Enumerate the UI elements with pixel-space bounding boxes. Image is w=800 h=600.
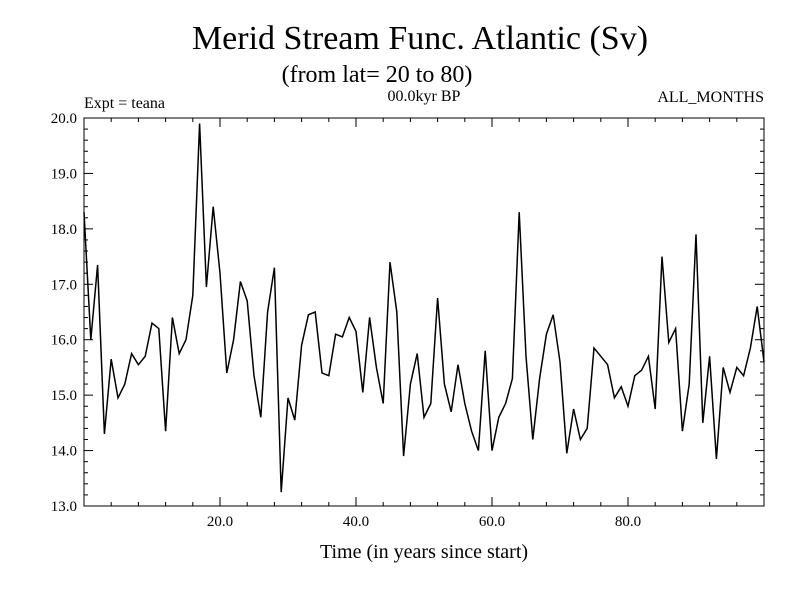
- x-tick-label: 20.0: [207, 514, 233, 530]
- x-tick-label: 40.0: [343, 514, 369, 530]
- y-tick-label: 16.0: [51, 333, 77, 349]
- y-tick-label: 15.0: [51, 388, 77, 404]
- series-line: [83, 123, 765, 493]
- plot-frame: [83, 117, 765, 507]
- x-tick-label: 80.0: [615, 514, 641, 530]
- y-tick-label: 13.0: [51, 499, 77, 515]
- y-tick-label: 20.0: [51, 111, 77, 127]
- x-axis-label: Time (in years since start): [320, 541, 528, 563]
- y-tick-label: 18.0: [51, 222, 77, 238]
- x-tick-labels: 20.0 40.0 60.0 80.0: [207, 514, 641, 530]
- expt-annotation: Expt = teana: [84, 95, 165, 112]
- chart-title: Merid Stream Func. Atlantic (Sv): [192, 20, 648, 57]
- x-tick-label: 60.0: [479, 514, 505, 530]
- period-annotation: 00.0kyr BP: [388, 88, 461, 105]
- axis-ticks: [84, 117, 764, 507]
- months-annotation: ALL_MONTHS: [657, 89, 764, 106]
- y-tick-label: 14.0: [51, 444, 77, 460]
- y-tick-label: 19.0: [51, 166, 77, 182]
- chart-subtitle: (from lat= 20 to 80): [282, 62, 473, 88]
- y-tick-labels: 13.0 14.0 15.0 16.0 17.0 18.0 19.0 20.0: [51, 111, 77, 515]
- y-tick-label: 17.0: [51, 277, 77, 293]
